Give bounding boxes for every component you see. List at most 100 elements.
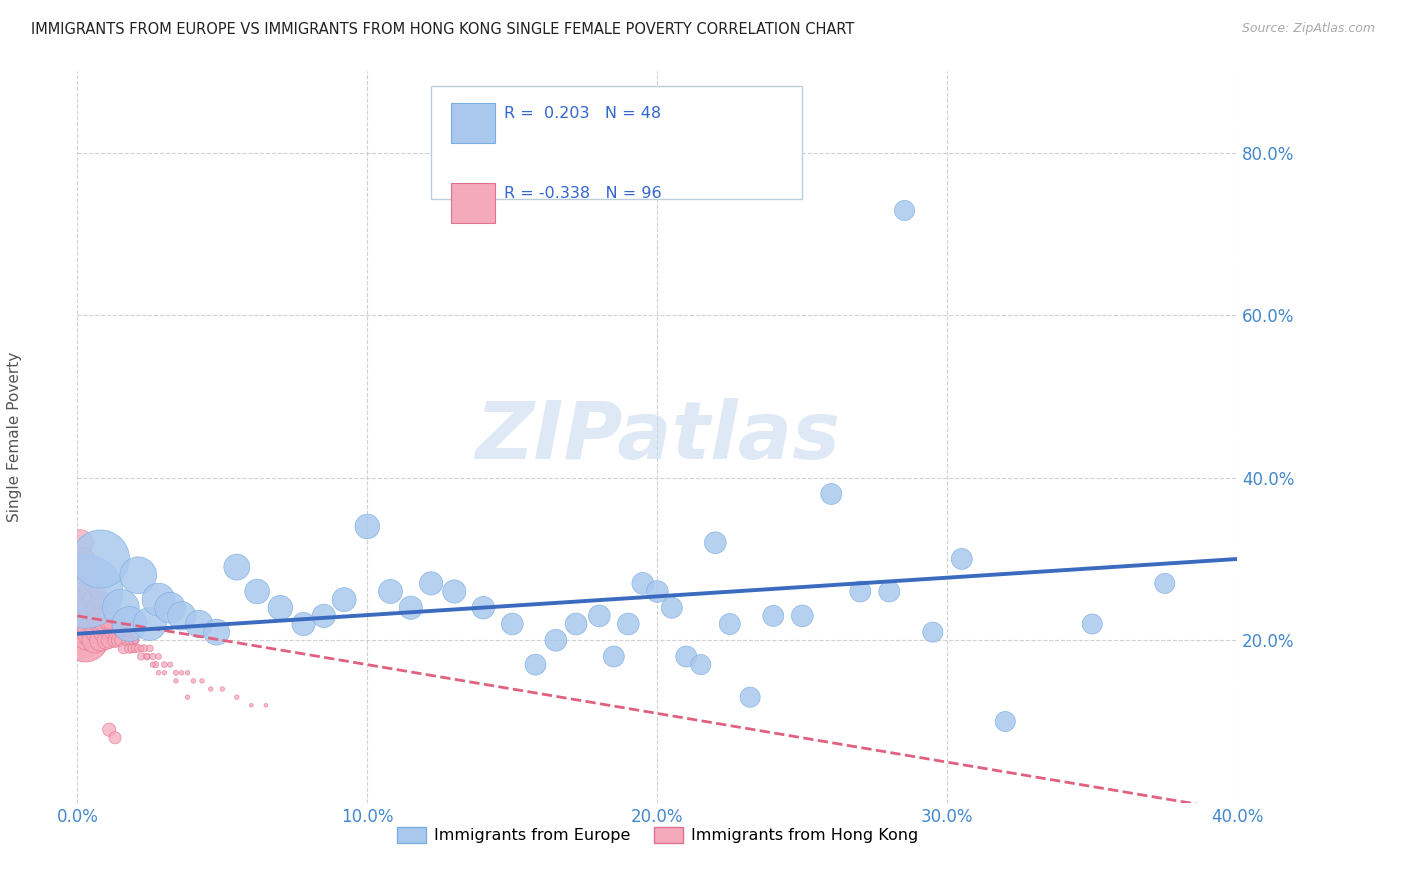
Y-axis label: Single Female Poverty: Single Female Poverty — [7, 352, 21, 522]
Point — [69, 617, 91, 632]
Point — [950, 552, 973, 566]
Point — [121, 625, 143, 640]
Point — [127, 568, 149, 582]
Point — [292, 617, 315, 632]
Point — [333, 592, 356, 607]
Point — [139, 617, 162, 632]
Point — [75, 560, 97, 574]
Point — [165, 665, 187, 680]
Bar — [451, 183, 495, 223]
Point — [129, 641, 152, 656]
Point — [921, 625, 943, 640]
Point — [107, 617, 129, 632]
Point — [90, 617, 111, 632]
Point — [165, 673, 187, 688]
Point — [90, 633, 111, 648]
Point — [86, 625, 108, 640]
Point — [118, 641, 141, 656]
Point — [849, 584, 872, 599]
Point — [121, 633, 143, 648]
Point — [93, 608, 115, 623]
Point — [603, 649, 626, 664]
Point — [96, 633, 118, 648]
Point — [762, 608, 785, 623]
Point — [115, 633, 138, 648]
Point — [93, 608, 115, 623]
Point — [80, 617, 103, 632]
Point — [75, 576, 97, 591]
Point — [112, 625, 135, 640]
Point — [80, 576, 103, 591]
Point — [124, 633, 146, 648]
Point — [893, 202, 915, 217]
Point — [420, 576, 443, 591]
Point — [136, 649, 159, 664]
Point — [544, 633, 567, 648]
Point — [129, 649, 152, 664]
Point — [269, 600, 291, 615]
Point — [80, 625, 103, 640]
Point — [501, 617, 523, 632]
Point — [792, 608, 814, 623]
Point — [145, 657, 167, 672]
Point — [80, 600, 103, 615]
Point — [75, 560, 97, 574]
Point — [647, 584, 669, 599]
Point — [96, 617, 118, 632]
Point — [200, 681, 222, 696]
Point — [170, 608, 193, 623]
Point — [101, 617, 124, 632]
Point — [617, 617, 640, 632]
Point — [994, 714, 1017, 729]
Point — [104, 731, 127, 745]
Point — [86, 608, 108, 623]
Point — [153, 665, 176, 680]
Point — [661, 600, 683, 615]
Point — [254, 698, 277, 713]
Point — [704, 535, 727, 549]
Point — [80, 568, 103, 582]
Point — [356, 519, 378, 533]
Point — [675, 649, 697, 664]
Point — [77, 608, 100, 623]
Bar — [451, 103, 495, 143]
Point — [72, 625, 94, 640]
Point — [142, 657, 165, 672]
Point — [740, 690, 762, 705]
Point — [183, 673, 205, 688]
Text: ZIPatlas: ZIPatlas — [475, 398, 839, 476]
Point — [148, 665, 170, 680]
Point — [75, 617, 97, 632]
Point — [104, 625, 127, 640]
Point — [631, 576, 654, 591]
Point — [75, 584, 97, 599]
Point — [112, 641, 135, 656]
Point — [148, 649, 170, 664]
Point — [127, 641, 149, 656]
Text: R =  0.203   N = 48: R = 0.203 N = 48 — [505, 106, 661, 121]
Point — [110, 625, 132, 640]
Point — [115, 625, 138, 640]
Point — [121, 641, 143, 656]
Point — [565, 617, 588, 632]
Point — [77, 625, 100, 640]
Point — [98, 625, 121, 640]
Point — [588, 608, 610, 623]
Point — [246, 584, 269, 599]
Point — [86, 592, 108, 607]
Text: IMMIGRANTS FROM EUROPE VS IMMIGRANTS FROM HONG KONG SINGLE FEMALE POVERTY CORREL: IMMIGRANTS FROM EUROPE VS IMMIGRANTS FRO… — [31, 22, 855, 37]
Text: R = -0.338   N = 96: R = -0.338 N = 96 — [505, 186, 662, 202]
Point — [176, 690, 198, 705]
Point — [112, 617, 135, 632]
Point — [170, 665, 193, 680]
Point — [380, 584, 402, 599]
Point — [399, 600, 422, 615]
Point — [524, 657, 547, 672]
Point — [98, 723, 121, 737]
Point — [72, 608, 94, 623]
Point — [443, 584, 465, 599]
Point — [86, 584, 108, 599]
Point — [90, 552, 111, 566]
Point — [101, 600, 124, 615]
Point — [101, 625, 124, 640]
